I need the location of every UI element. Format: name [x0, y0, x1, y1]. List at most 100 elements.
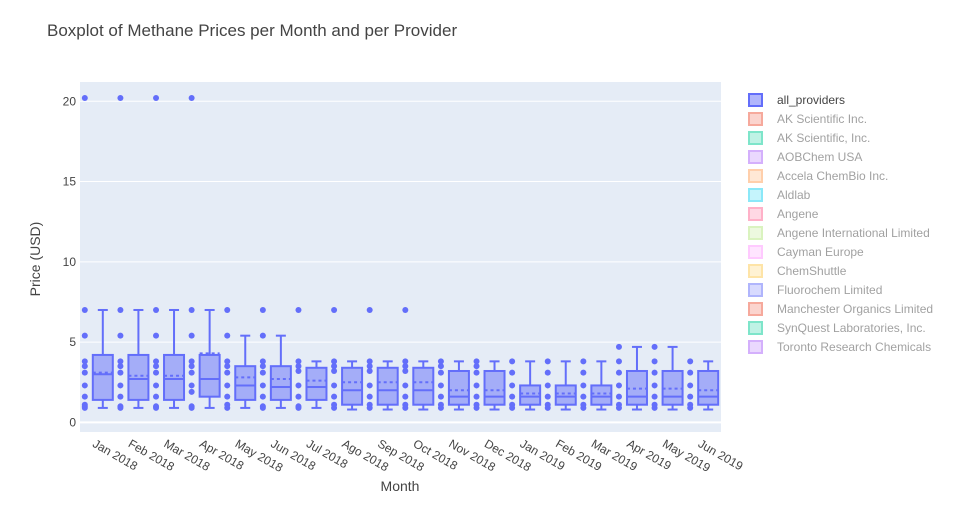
- data-point: [687, 393, 694, 400]
- data-point: [188, 306, 195, 313]
- legend-swatch: [748, 150, 763, 164]
- legend-item[interactable]: AOBChem USA: [748, 150, 862, 164]
- legend-item[interactable]: AK Scientific, Inc.: [748, 131, 870, 145]
- y-tick-label: 0: [69, 415, 76, 429]
- box-iqr: [519, 384, 542, 406]
- box-group: [544, 358, 577, 411]
- data-point: [615, 393, 622, 400]
- legend-item[interactable]: AK Scientific Inc.: [748, 112, 867, 126]
- chart-title: Boxplot of Methane Prices per Month and …: [47, 21, 457, 40]
- legend-swatch: [748, 169, 763, 183]
- legend-item[interactable]: Aldlab: [748, 188, 811, 202]
- box-group: [224, 306, 257, 411]
- legend-item[interactable]: Angene: [748, 207, 819, 221]
- legend-item[interactable]: Toronto Research Chemicals: [748, 340, 931, 354]
- data-point: [117, 404, 124, 411]
- data-point: [651, 369, 658, 376]
- data-point: [402, 404, 409, 411]
- data-point: [402, 393, 409, 400]
- data-point: [259, 404, 266, 411]
- data-point: [224, 332, 231, 339]
- data-point: [295, 367, 302, 374]
- data-point: [259, 393, 266, 400]
- box-group: [615, 343, 648, 411]
- y-axis-title: Price (USD): [27, 222, 43, 297]
- data-point: [580, 358, 587, 365]
- data-point: [153, 95, 160, 102]
- box-iqr: [163, 353, 186, 401]
- data-point: [437, 363, 444, 370]
- data-point: [188, 388, 195, 395]
- data-point: [651, 393, 658, 400]
- data-point: [117, 393, 124, 400]
- box-group: [188, 95, 221, 411]
- legend-item[interactable]: ChemShuttle: [748, 264, 847, 278]
- data-point: [259, 332, 266, 339]
- data-point: [331, 367, 338, 374]
- box-traces: [81, 95, 720, 411]
- data-point: [331, 358, 338, 365]
- data-point: [331, 382, 338, 389]
- data-point: [509, 382, 516, 389]
- data-point: [402, 306, 409, 313]
- data-point: [402, 382, 409, 389]
- legend-item[interactable]: all_providers: [748, 93, 845, 107]
- data-point: [331, 306, 338, 313]
- box-group: [366, 306, 399, 411]
- y-tick-label: 20: [63, 94, 77, 108]
- data-point: [473, 382, 480, 389]
- legend-swatch: [748, 188, 763, 202]
- box-group: [473, 358, 506, 411]
- data-point: [224, 358, 231, 365]
- data-point: [331, 393, 338, 400]
- box-iqr: [554, 384, 577, 406]
- data-point: [117, 358, 124, 365]
- data-point: [615, 358, 622, 365]
- box-group: [117, 95, 150, 411]
- y-tick-label: 15: [63, 175, 77, 189]
- plot-area: [80, 82, 721, 432]
- legend-item[interactable]: Manchester Organics Limited: [748, 302, 933, 316]
- data-point: [81, 358, 88, 365]
- box-iqr: [269, 365, 292, 401]
- data-point: [509, 393, 516, 400]
- data-point: [81, 404, 88, 411]
- legend-item[interactable]: SynQuest Laboratories, Inc.: [748, 321, 926, 335]
- data-point: [153, 404, 160, 411]
- data-point: [295, 393, 302, 400]
- data-point: [224, 382, 231, 389]
- data-point: [295, 404, 302, 411]
- legend-item[interactable]: Angene International Limited: [748, 226, 930, 240]
- legend-item[interactable]: Cayman Europe: [748, 245, 864, 259]
- legend-swatch: [748, 131, 763, 145]
- legend: all_providers AK Scientific Inc. AK Scient…: [748, 93, 933, 354]
- data-point: [580, 393, 587, 400]
- data-point: [295, 382, 302, 389]
- data-point: [366, 363, 373, 370]
- box-iqr: [697, 369, 720, 406]
- data-point: [544, 382, 551, 389]
- data-point: [544, 393, 551, 400]
- legend-item[interactable]: Accela ChemBio Inc.: [748, 169, 888, 183]
- legend-label: Angene: [777, 207, 819, 221]
- data-point: [687, 404, 694, 411]
- box-group: [651, 343, 684, 411]
- box-group: [331, 306, 364, 411]
- data-point: [580, 382, 587, 389]
- box-iqr: [341, 366, 364, 406]
- data-point: [544, 358, 551, 365]
- data-point: [651, 382, 658, 389]
- box-iqr: [198, 353, 221, 398]
- legend-swatch: [748, 226, 763, 240]
- data-point: [81, 332, 88, 339]
- data-point: [224, 363, 231, 370]
- data-point: [81, 363, 88, 370]
- data-point: [366, 404, 373, 411]
- box-group: [437, 358, 470, 411]
- data-point: [117, 95, 124, 102]
- legend-label: AOBChem USA: [777, 150, 862, 164]
- legend-label: Angene International Limited: [777, 226, 930, 240]
- data-point: [366, 382, 373, 389]
- legend-item[interactable]: Fluorochem Limited: [748, 283, 882, 297]
